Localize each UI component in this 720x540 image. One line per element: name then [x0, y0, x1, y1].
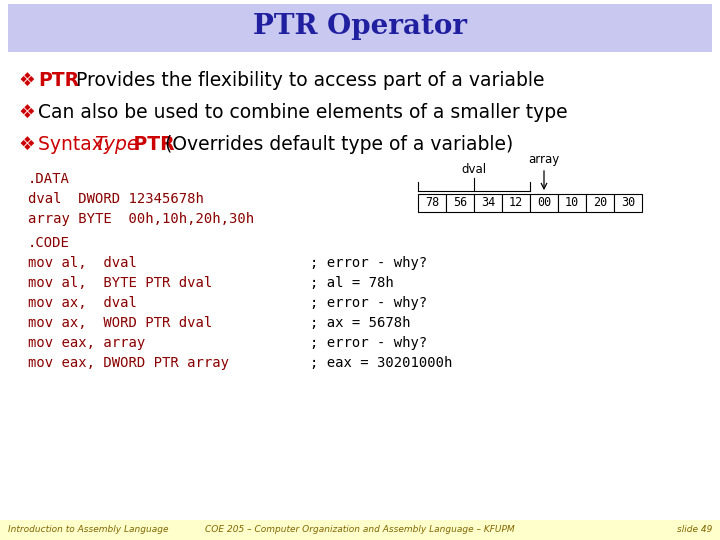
Text: 56: 56: [453, 197, 467, 210]
Bar: [474, 194, 502, 212]
Text: ; ax = 5678h: ; ax = 5678h: [310, 316, 410, 330]
Text: dval: dval: [462, 163, 487, 176]
Text: 78: 78: [425, 197, 439, 210]
Text: ❖: ❖: [18, 71, 35, 90]
Text: 10: 10: [565, 197, 579, 210]
Text: Provides the flexibility to access part of a variable: Provides the flexibility to access part …: [70, 71, 544, 90]
Text: .CODE: .CODE: [28, 236, 70, 250]
Text: ❖: ❖: [18, 134, 35, 153]
Text: 20: 20: [593, 197, 607, 210]
Text: ; error - why?: ; error - why?: [310, 336, 427, 350]
Text: mov al,  dval: mov al, dval: [28, 256, 137, 270]
Text: (Overrides default type of a variable): (Overrides default type of a variable): [159, 134, 513, 153]
Text: mov ax,  dval: mov ax, dval: [28, 296, 137, 310]
FancyBboxPatch shape: [8, 4, 712, 52]
Text: Introduction to Assembly Language: Introduction to Assembly Language: [8, 525, 168, 535]
Text: ❖: ❖: [18, 103, 35, 122]
Text: 00: 00: [537, 197, 551, 210]
FancyBboxPatch shape: [0, 520, 720, 540]
Text: mov ax,  WORD PTR dval: mov ax, WORD PTR dval: [28, 316, 212, 330]
Bar: [418, 194, 446, 212]
Text: ; error - why?: ; error - why?: [310, 256, 427, 270]
Text: PTR: PTR: [38, 71, 79, 90]
Text: PTR Operator: PTR Operator: [253, 12, 467, 39]
Bar: [586, 194, 614, 212]
Bar: [502, 194, 530, 212]
Text: ; eax = 30201000h: ; eax = 30201000h: [310, 356, 452, 370]
Text: mov eax, array: mov eax, array: [28, 336, 145, 350]
Bar: [614, 194, 642, 212]
Text: ; error - why?: ; error - why?: [310, 296, 427, 310]
Text: Syntax:: Syntax:: [38, 134, 115, 153]
Text: mov al,  BYTE PTR dval: mov al, BYTE PTR dval: [28, 276, 212, 290]
Text: array: array: [528, 153, 559, 166]
Text: COE 205 – Computer Organization and Assembly Language – KFUPM: COE 205 – Computer Organization and Asse…: [205, 525, 515, 535]
Text: mov eax, DWORD PTR array: mov eax, DWORD PTR array: [28, 356, 229, 370]
Bar: [530, 194, 558, 212]
Bar: [558, 194, 586, 212]
Text: PTR: PTR: [127, 134, 175, 153]
Text: dval  DWORD 12345678h: dval DWORD 12345678h: [28, 192, 204, 206]
Text: 30: 30: [621, 197, 635, 210]
Text: Type: Type: [94, 134, 138, 153]
Text: 12: 12: [509, 197, 523, 210]
Bar: [446, 194, 474, 212]
Text: 34: 34: [481, 197, 495, 210]
Text: slide 49: slide 49: [677, 525, 712, 535]
Text: .DATA: .DATA: [28, 172, 70, 186]
Text: ; al = 78h: ; al = 78h: [310, 276, 394, 290]
Text: array BYTE  00h,10h,20h,30h: array BYTE 00h,10h,20h,30h: [28, 212, 254, 226]
Text: Can also be used to combine elements of a smaller type: Can also be used to combine elements of …: [38, 103, 567, 122]
